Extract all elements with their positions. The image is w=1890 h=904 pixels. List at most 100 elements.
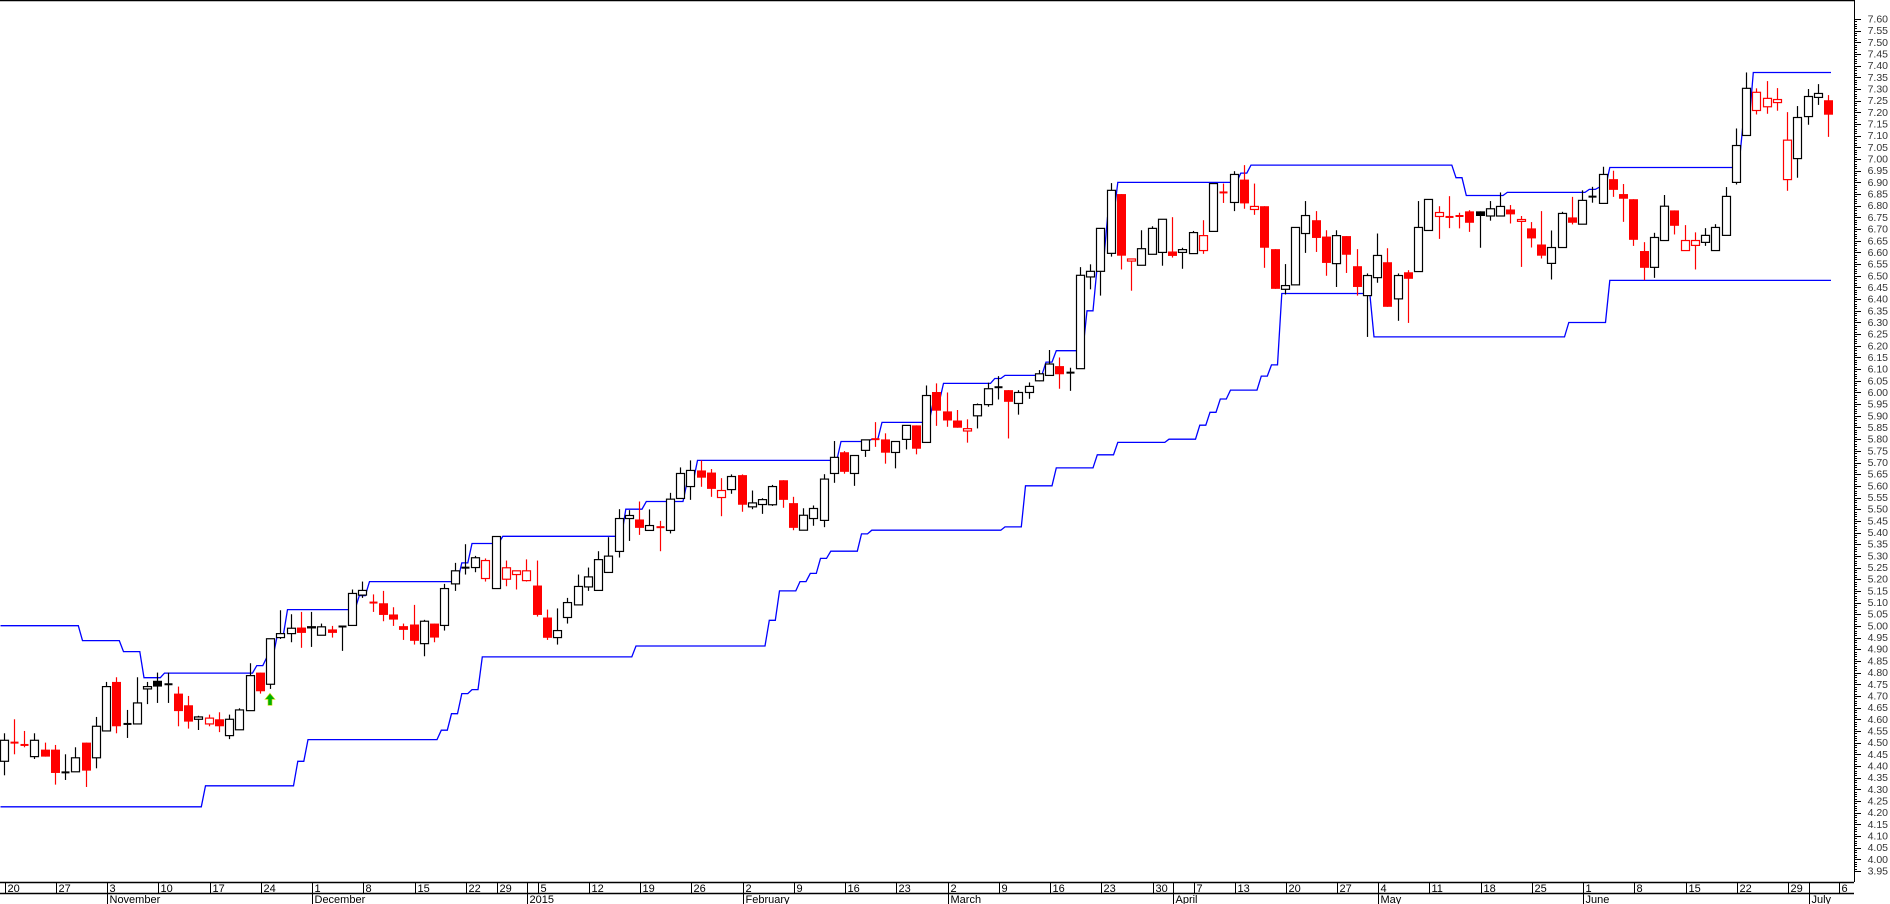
candle-body: [1198, 235, 1209, 252]
candle-body: [153, 680, 162, 687]
candle-body: [174, 693, 183, 712]
price-tick-label: 6.45: [1868, 282, 1889, 294]
date-tick-label: 16: [1053, 883, 1065, 895]
date-tick-label: 10: [161, 883, 173, 895]
price-tick-label: 4.40: [1868, 760, 1889, 772]
candle: [562, 597, 573, 624]
candle-body: [1208, 182, 1219, 233]
price-tick-label: 6.75: [1868, 212, 1889, 224]
candle: [1640, 242, 1649, 281]
candle: [419, 619, 430, 657]
price-tick-label: 4.95: [1868, 632, 1889, 644]
candle: [123, 709, 132, 738]
candle-body: [1659, 205, 1670, 242]
candle-body: [389, 614, 398, 620]
candle-body: [1383, 262, 1392, 307]
month-label: 2015: [530, 894, 554, 904]
price-tick-label: 4.15: [1868, 819, 1889, 831]
candle-body: [1404, 272, 1413, 279]
price-tick-label: 4.00: [1868, 854, 1889, 866]
candle: [1680, 225, 1691, 252]
candle-body: [1413, 226, 1424, 273]
price-tick-label: 4.55: [1868, 725, 1889, 737]
price-tick-label: 6.85: [1868, 189, 1889, 201]
candle-body: [593, 559, 604, 592]
candle: [943, 392, 952, 427]
candle: [1516, 216, 1527, 267]
candle-body: [1331, 235, 1342, 265]
candle-body: [1700, 234, 1711, 243]
candle: [1157, 218, 1168, 266]
candle: [1546, 230, 1557, 280]
date-tick-label: 23: [899, 883, 911, 895]
date-tick-label: 29: [1791, 883, 1803, 895]
candle-body: [91, 725, 102, 759]
month-label: December: [315, 894, 366, 904]
candle-body: [1434, 211, 1445, 218]
candle: [665, 492, 676, 534]
candle: [1147, 226, 1158, 255]
candle: [369, 594, 378, 612]
date-tick-label: 4: [1381, 883, 1387, 895]
candle-body: [716, 489, 727, 499]
candle: [265, 638, 276, 689]
candle-body: [767, 485, 778, 506]
date-tick-label: 20: [1289, 883, 1301, 895]
candle: [0, 733, 10, 776]
candle: [1649, 232, 1660, 278]
candle-body: [972, 404, 983, 417]
candle-body: [1527, 228, 1536, 239]
price-tick-label: 5.10: [1868, 597, 1889, 609]
price-tick-label: 7.05: [1868, 142, 1889, 154]
candle-body: [1260, 206, 1269, 248]
candle: [491, 535, 502, 590]
candle-body: [635, 519, 644, 528]
candle: [552, 608, 563, 645]
candle-body: [707, 472, 716, 489]
candle: [1455, 212, 1464, 229]
price-tick-label: 7.40: [1868, 60, 1889, 72]
date-tick-label: 15: [1689, 883, 1701, 895]
candle: [1495, 192, 1506, 217]
candle: [1609, 170, 1618, 197]
candle-body: [286, 627, 297, 635]
candle-body: [1762, 97, 1773, 108]
candle-body: [1598, 173, 1609, 205]
date-tick-label: 24: [264, 883, 276, 895]
candle: [1423, 198, 1434, 232]
candle: [70, 747, 81, 773]
candle: [275, 610, 286, 639]
candle: [1741, 72, 1752, 137]
price-tick-label: 4.85: [1868, 655, 1889, 667]
candle-body: [808, 507, 819, 520]
price-tick-label: 6.25: [1868, 329, 1889, 341]
candle-body: [665, 498, 676, 532]
price-tick-label: 5.25: [1868, 562, 1889, 574]
price-tick-label: 4.65: [1868, 702, 1889, 714]
price-tick-label: 5.20: [1868, 574, 1889, 586]
date-tick-label: 27: [1340, 883, 1352, 895]
price-tick-label: 3.95: [1868, 866, 1889, 878]
candle-body: [840, 452, 849, 472]
month-label: June: [1586, 894, 1610, 904]
candle: [1772, 88, 1783, 111]
date-tick-label: 22: [469, 883, 481, 895]
candle-body: [603, 555, 614, 574]
candle: [767, 484, 778, 506]
price-tick-label: 5.60: [1868, 480, 1889, 492]
upper-band-line: [0, 71, 1831, 679]
price-tick-label: 5.90: [1868, 410, 1889, 422]
candle-body: [1546, 246, 1557, 264]
candle-body: [1024, 385, 1035, 394]
date-tick-label: 20: [8, 883, 20, 895]
price-tick-label: 5.00: [1868, 620, 1889, 632]
candle-body: [1055, 366, 1064, 375]
candle: [953, 409, 962, 428]
candle: [164, 672, 173, 703]
candle-body: [1136, 248, 1147, 266]
candle: [921, 385, 932, 444]
candle-body: [1095, 227, 1106, 272]
candle: [890, 440, 901, 469]
candle: [215, 712, 224, 733]
candle: [1271, 249, 1280, 289]
